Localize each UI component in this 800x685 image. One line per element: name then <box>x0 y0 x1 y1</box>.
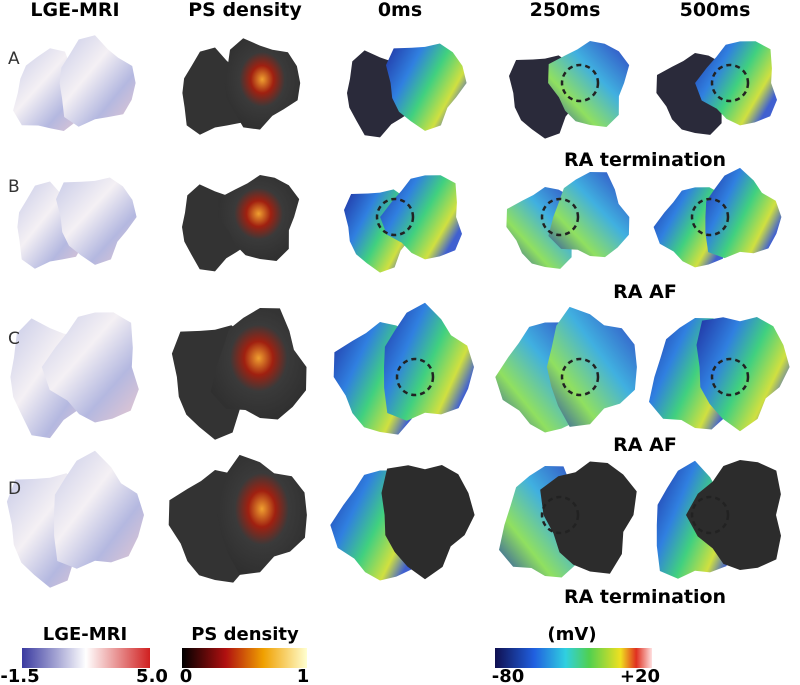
atrium-right <box>386 43 467 131</box>
colorbar-max: +20 <box>620 666 660 685</box>
colorbar <box>495 648 652 668</box>
colorbar-min: -80 <box>492 666 525 685</box>
atrium-right <box>41 312 139 423</box>
colorbar-min: -1.5 <box>0 666 39 685</box>
annotation: RA AF <box>613 281 677 303</box>
colorbar <box>182 648 307 668</box>
atrium-right <box>696 317 790 432</box>
column-header: LGE-MRI <box>30 0 119 21</box>
row-label: A <box>8 49 20 69</box>
atrium-right <box>54 450 144 569</box>
row-label: B <box>8 177 20 197</box>
atrium-right <box>548 41 630 127</box>
row-label: C <box>8 329 20 349</box>
colorbar-title: LGE-MRI <box>43 624 127 645</box>
rotor-marker <box>540 197 580 237</box>
colorbar-max: 1 <box>297 666 310 685</box>
atrium-right <box>210 308 307 420</box>
annotation: RA termination <box>564 586 726 608</box>
rotor-marker <box>690 495 730 535</box>
atrium-right <box>686 460 781 570</box>
atrium-right <box>224 38 301 130</box>
column-header: PS density <box>188 0 302 21</box>
row-label: D <box>8 479 21 499</box>
atrium-right <box>56 177 137 265</box>
atrium-right <box>384 302 474 421</box>
rotor-marker <box>690 197 730 237</box>
atrium-right <box>548 172 630 258</box>
atrium-right <box>546 306 637 427</box>
annotation: RA AF <box>613 434 677 456</box>
colorbar-title: PS density <box>191 624 299 645</box>
colorbar-min: 0 <box>180 666 193 685</box>
rotor-marker <box>710 63 750 103</box>
atrium-right <box>216 454 307 575</box>
colorbar-max: 5.0 <box>136 666 168 685</box>
rotor-marker <box>710 357 750 397</box>
column-header: 0ms <box>378 0 422 21</box>
colorbar <box>22 648 150 668</box>
atrium-right <box>381 465 475 580</box>
colorbar-title: (mV) <box>547 624 596 645</box>
rotor-marker <box>560 357 600 397</box>
rotor-marker <box>560 63 600 103</box>
atrium-right <box>59 35 136 127</box>
atrium-right <box>380 175 462 260</box>
atrium-right <box>218 175 300 261</box>
column-header: 500ms <box>680 0 751 21</box>
column-header: 250ms <box>530 0 601 21</box>
atrium-right <box>540 461 637 574</box>
rotor-marker <box>375 197 415 237</box>
rotor-marker <box>395 357 435 397</box>
atrium-right <box>705 167 782 259</box>
atrium-right <box>695 41 777 126</box>
rotor-marker <box>540 495 580 535</box>
annotation: RA termination <box>564 149 726 171</box>
atria-renderings <box>6 35 790 588</box>
